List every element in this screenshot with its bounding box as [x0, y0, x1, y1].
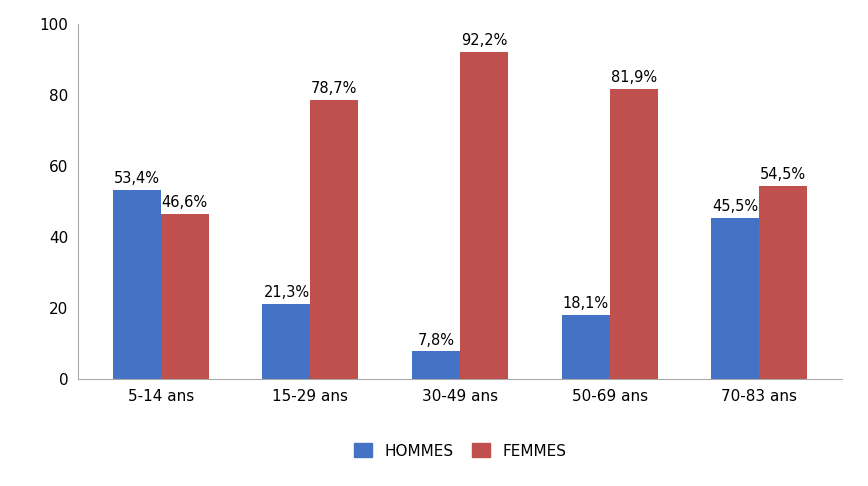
Bar — [262, 304, 311, 379]
Text: 54,5%: 54,5% — [760, 167, 806, 182]
Text: 46,6%: 46,6% — [161, 195, 207, 210]
Bar — [311, 100, 358, 379]
Text: 92,2%: 92,2% — [461, 34, 507, 49]
Text: 7,8%: 7,8% — [418, 333, 455, 348]
Text: 45,5%: 45,5% — [713, 199, 759, 214]
Bar — [562, 315, 609, 379]
Bar — [460, 52, 508, 379]
Bar — [113, 190, 161, 379]
Legend: HOMMES, FEMMES: HOMMES, FEMMES — [354, 444, 566, 459]
Text: 53,4%: 53,4% — [114, 171, 160, 186]
Bar — [609, 88, 658, 379]
Text: 81,9%: 81,9% — [610, 70, 657, 85]
Text: 18,1%: 18,1% — [562, 296, 608, 312]
Bar — [412, 351, 460, 379]
Bar — [760, 186, 807, 379]
Text: 21,3%: 21,3% — [263, 285, 310, 300]
Bar — [161, 214, 208, 379]
Bar — [712, 218, 760, 379]
Text: 78,7%: 78,7% — [311, 81, 358, 96]
